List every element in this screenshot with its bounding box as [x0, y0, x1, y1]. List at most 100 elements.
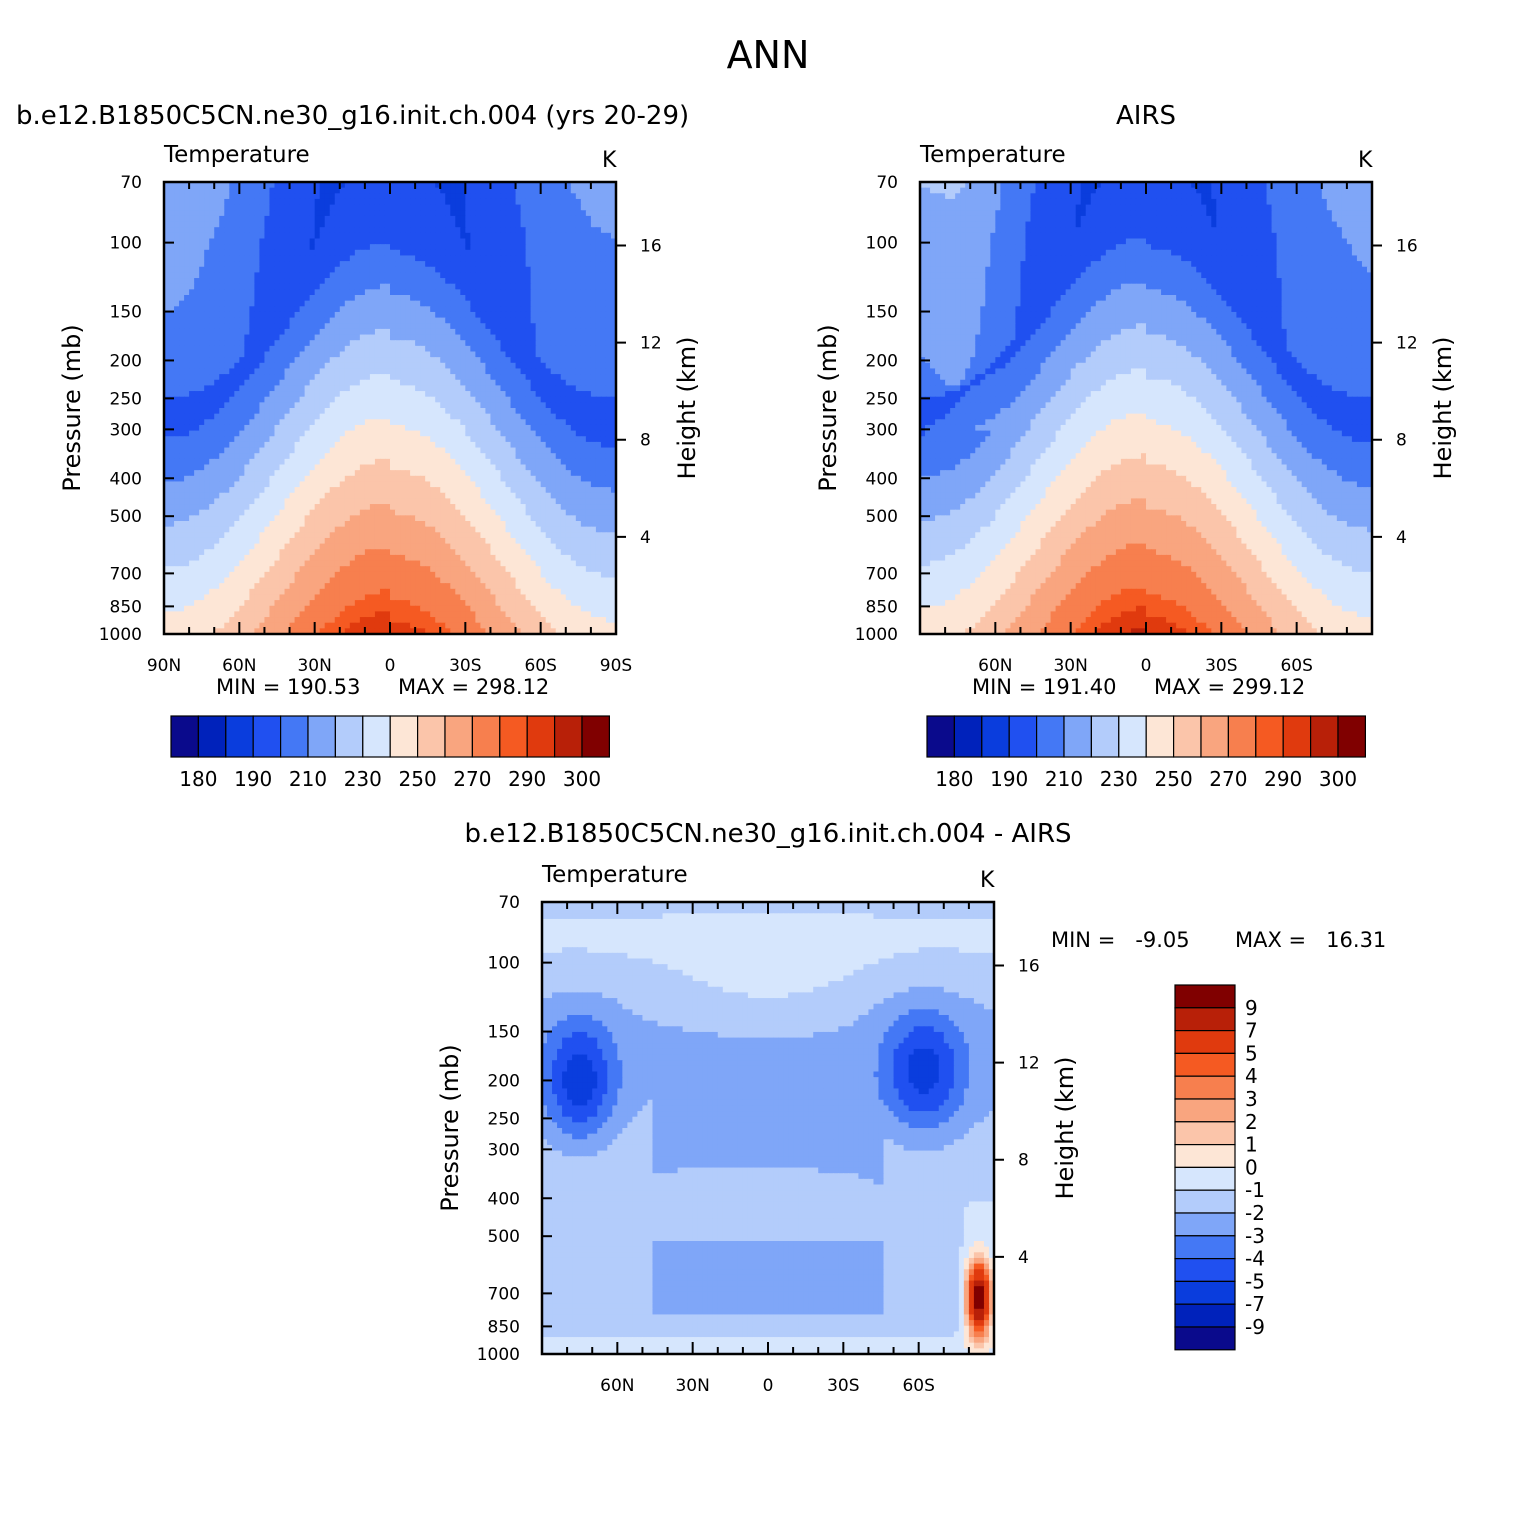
field-cell [490, 289, 497, 296]
field-cell [535, 323, 542, 330]
field-cell [349, 419, 356, 426]
field-cell [465, 204, 471, 211]
field-cell [199, 408, 205, 415]
field-cell [590, 221, 597, 228]
field-cell [540, 306, 547, 313]
field-cell [530, 441, 537, 449]
field-cell [224, 391, 230, 398]
field-cell [470, 317, 476, 324]
field-cell [209, 306, 215, 313]
field-cell [415, 340, 421, 347]
field-cell [359, 481, 366, 488]
field-cell [570, 391, 577, 398]
field-cell [560, 306, 567, 313]
field-cell [164, 289, 170, 296]
field-cell [314, 436, 321, 443]
field-cell [359, 464, 366, 471]
field-cell [309, 244, 316, 251]
field-cell [224, 453, 230, 460]
field-cell [359, 345, 366, 353]
field-cell [390, 255, 396, 262]
field-cell [369, 266, 376, 273]
field-cell [289, 306, 296, 313]
field-cell [565, 306, 572, 313]
field-cell [329, 289, 336, 296]
field-cell [460, 210, 466, 217]
field-cell [259, 458, 266, 466]
field-cell [209, 300, 215, 307]
field-cell [304, 379, 311, 386]
field-cell [179, 385, 185, 392]
field-cell [314, 210, 321, 217]
field-cell [179, 283, 185, 290]
field-cell [309, 340, 316, 347]
field-cell [560, 447, 567, 454]
field-cell [575, 391, 582, 398]
field-cell [339, 345, 346, 353]
field-cell [364, 295, 371, 302]
field-cell [525, 289, 532, 296]
field-cell [244, 328, 250, 336]
field-cell [510, 441, 517, 449]
field-cell [575, 413, 582, 420]
field-cell [374, 458, 381, 466]
field-cell [314, 362, 321, 370]
field-cell [590, 311, 597, 319]
field-cell [324, 391, 331, 398]
field-cell [239, 481, 245, 488]
field-cell [565, 391, 572, 398]
field-cell [570, 210, 577, 217]
field-cell [515, 453, 522, 460]
field-cell [254, 255, 261, 262]
field-cell [575, 272, 582, 279]
field-cell [405, 475, 411, 483]
field-cell [344, 492, 351, 499]
field-cell [229, 379, 235, 386]
field-cell [585, 441, 592, 449]
field-cell [515, 396, 522, 403]
field-cell [570, 328, 577, 336]
field-cell [354, 317, 361, 324]
field-cell [324, 368, 331, 375]
field-cell [249, 362, 255, 370]
field-cell [334, 413, 341, 420]
field-cell [450, 402, 456, 409]
field-cell [184, 419, 190, 426]
field-cell [234, 328, 240, 336]
field-cell [339, 204, 346, 211]
field-cell [194, 289, 200, 296]
field-cell [610, 385, 617, 392]
field-cell [580, 447, 587, 454]
field-cell [224, 351, 230, 358]
field-cell [304, 492, 311, 499]
field-cell [299, 289, 306, 296]
field-cell [209, 266, 215, 273]
field-cell [369, 441, 376, 449]
field-cell [585, 374, 592, 381]
field-cell [570, 419, 577, 426]
field-cell [279, 340, 286, 347]
field-cell [475, 187, 481, 194]
field-cell [525, 232, 532, 240]
field-cell [284, 187, 291, 194]
field-cell [490, 487, 497, 494]
field-cell [445, 266, 451, 273]
field-cell [405, 300, 411, 307]
field-cell [179, 215, 185, 223]
field-cell [294, 424, 301, 432]
field-cell [194, 345, 200, 353]
field-cell [400, 210, 406, 217]
field-cell [425, 458, 431, 466]
field-cell [410, 249, 416, 257]
field-cell [339, 187, 346, 194]
field-cell [505, 374, 512, 381]
field-cell [214, 272, 220, 279]
field-cell [450, 204, 456, 211]
field-cell [289, 210, 296, 217]
field-cell [384, 481, 391, 488]
field-cell [349, 391, 356, 398]
field-cell [329, 441, 336, 449]
field-cell [174, 283, 180, 290]
field-cell [284, 255, 291, 262]
field-cell [334, 210, 341, 217]
